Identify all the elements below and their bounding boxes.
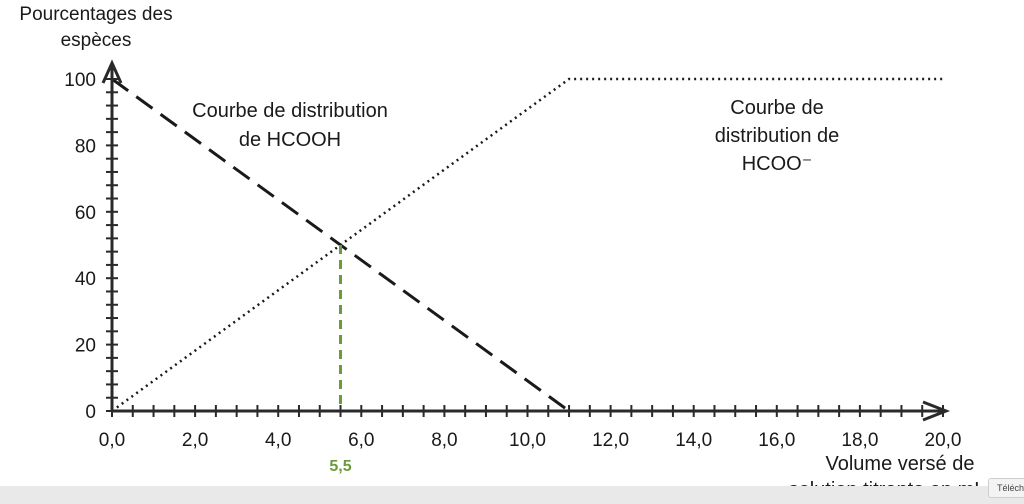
y-tick-label: 100 bbox=[64, 70, 96, 91]
y-tick-label: 80 bbox=[75, 136, 96, 157]
y-axis-arrowhead bbox=[101, 59, 123, 84]
y-tick-label: 0 bbox=[85, 402, 96, 423]
x-tick-label: 18,0 bbox=[841, 430, 878, 451]
y-tick-label: 40 bbox=[75, 269, 96, 290]
y-axis-label-line-2: espèces bbox=[61, 30, 132, 51]
annotation-hcooh-line-1: Courbe de distribution bbox=[192, 100, 388, 122]
x-tick-label: 4,0 bbox=[265, 430, 291, 451]
annotation-hcoo-line-3: HCOO⁻ bbox=[742, 153, 813, 175]
x-tick-label: 12,0 bbox=[592, 430, 629, 451]
annotation-hcoo-line-2: distribution de bbox=[715, 125, 840, 147]
x-tick-label: 0,0 bbox=[99, 430, 125, 451]
x-axis-label-line-1: Volume versé de bbox=[826, 453, 975, 475]
y-tick-label: 20 bbox=[75, 336, 96, 357]
x-tick-label: 14,0 bbox=[675, 430, 712, 451]
hcoo-distribution-curve bbox=[111, 77, 943, 413]
browser-bottom-bar bbox=[0, 486, 1024, 504]
x-axis-arrowhead bbox=[922, 400, 951, 422]
equivalence-marker-label: 5,5 bbox=[329, 458, 351, 475]
x-tick-label: 8,0 bbox=[431, 430, 457, 451]
x-tick-label: 20,0 bbox=[925, 430, 962, 451]
x-tick-label: 10,0 bbox=[509, 430, 546, 451]
x-tick-label: 2,0 bbox=[182, 430, 208, 451]
y-axis-label-line-1: Pourcentages des bbox=[19, 4, 172, 25]
annotation-hcoo-line-1: Courbe de bbox=[730, 97, 823, 119]
download-button[interactable]: Télécharger bbox=[988, 478, 1024, 498]
y-tick-label: 60 bbox=[75, 203, 96, 224]
x-tick-label: 16,0 bbox=[758, 430, 795, 451]
x-tick-label: 6,0 bbox=[348, 430, 374, 451]
annotation-hcooh-line-2: de HCOOH bbox=[239, 129, 341, 151]
